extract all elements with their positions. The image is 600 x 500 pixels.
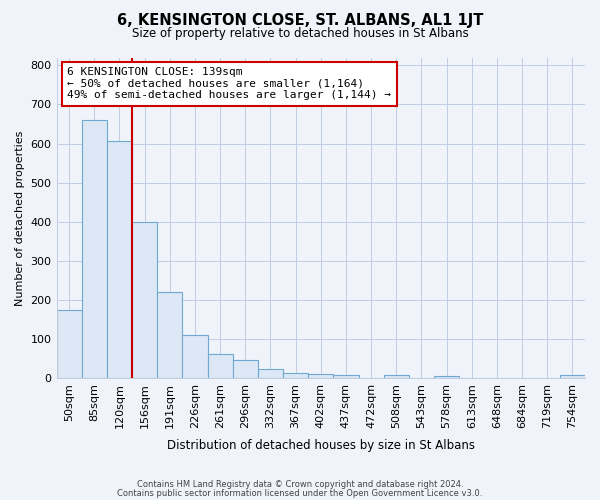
Bar: [182, 336, 208, 378]
X-axis label: Distribution of detached houses by size in St Albans: Distribution of detached houses by size …: [167, 440, 475, 452]
Text: Size of property relative to detached houses in St Albans: Size of property relative to detached ho…: [131, 28, 469, 40]
Bar: [233, 360, 258, 378]
Text: 6, KENSINGTON CLOSE, ST. ALBANS, AL1 1JT: 6, KENSINGTON CLOSE, ST. ALBANS, AL1 1JT: [117, 12, 483, 28]
Bar: [82, 120, 107, 378]
Bar: [157, 292, 182, 378]
Bar: [107, 141, 132, 378]
Bar: [258, 368, 283, 378]
Bar: [132, 222, 157, 378]
Bar: [560, 376, 585, 378]
Bar: [434, 376, 459, 378]
Bar: [56, 310, 82, 378]
Bar: [208, 354, 233, 378]
Text: Contains HM Land Registry data © Crown copyright and database right 2024.: Contains HM Land Registry data © Crown c…: [137, 480, 463, 489]
Bar: [383, 376, 409, 378]
Text: 6 KENSINGTON CLOSE: 139sqm
← 50% of detached houses are smaller (1,164)
49% of s: 6 KENSINGTON CLOSE: 139sqm ← 50% of deta…: [67, 67, 391, 100]
Bar: [283, 372, 308, 378]
Bar: [308, 374, 334, 378]
Bar: [334, 376, 359, 378]
Y-axis label: Number of detached properties: Number of detached properties: [15, 130, 25, 306]
Text: Contains public sector information licensed under the Open Government Licence v3: Contains public sector information licen…: [118, 488, 482, 498]
